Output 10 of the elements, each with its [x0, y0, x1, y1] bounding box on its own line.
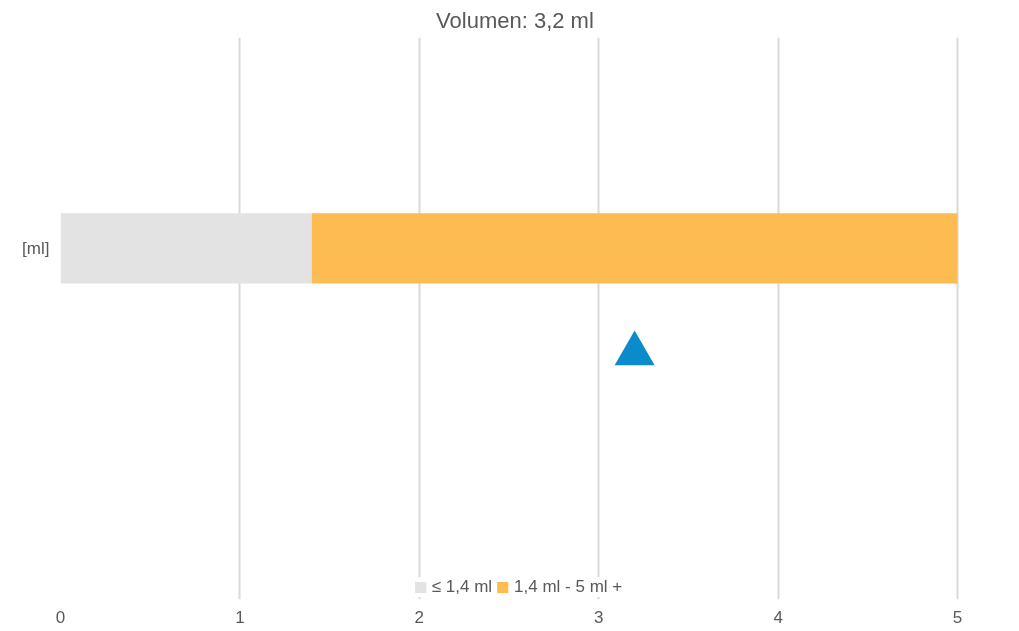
x-tick-label: 2: [414, 607, 425, 627]
legend-label: ≤ 1,4 ml: [431, 577, 493, 597]
legend-label: 1,4 ml - 5 ml +: [514, 577, 623, 597]
x-tick-label: 4: [773, 607, 783, 627]
y-tick-label: [ml]: [22, 238, 50, 258]
x-tick-label: 5: [952, 607, 963, 627]
chart-title: Volumen: 3,2 ml: [436, 7, 594, 33]
x-tick-label: 1: [235, 607, 245, 627]
x-tick-label: 3: [594, 607, 604, 627]
x-tick-label: 0: [55, 607, 66, 627]
